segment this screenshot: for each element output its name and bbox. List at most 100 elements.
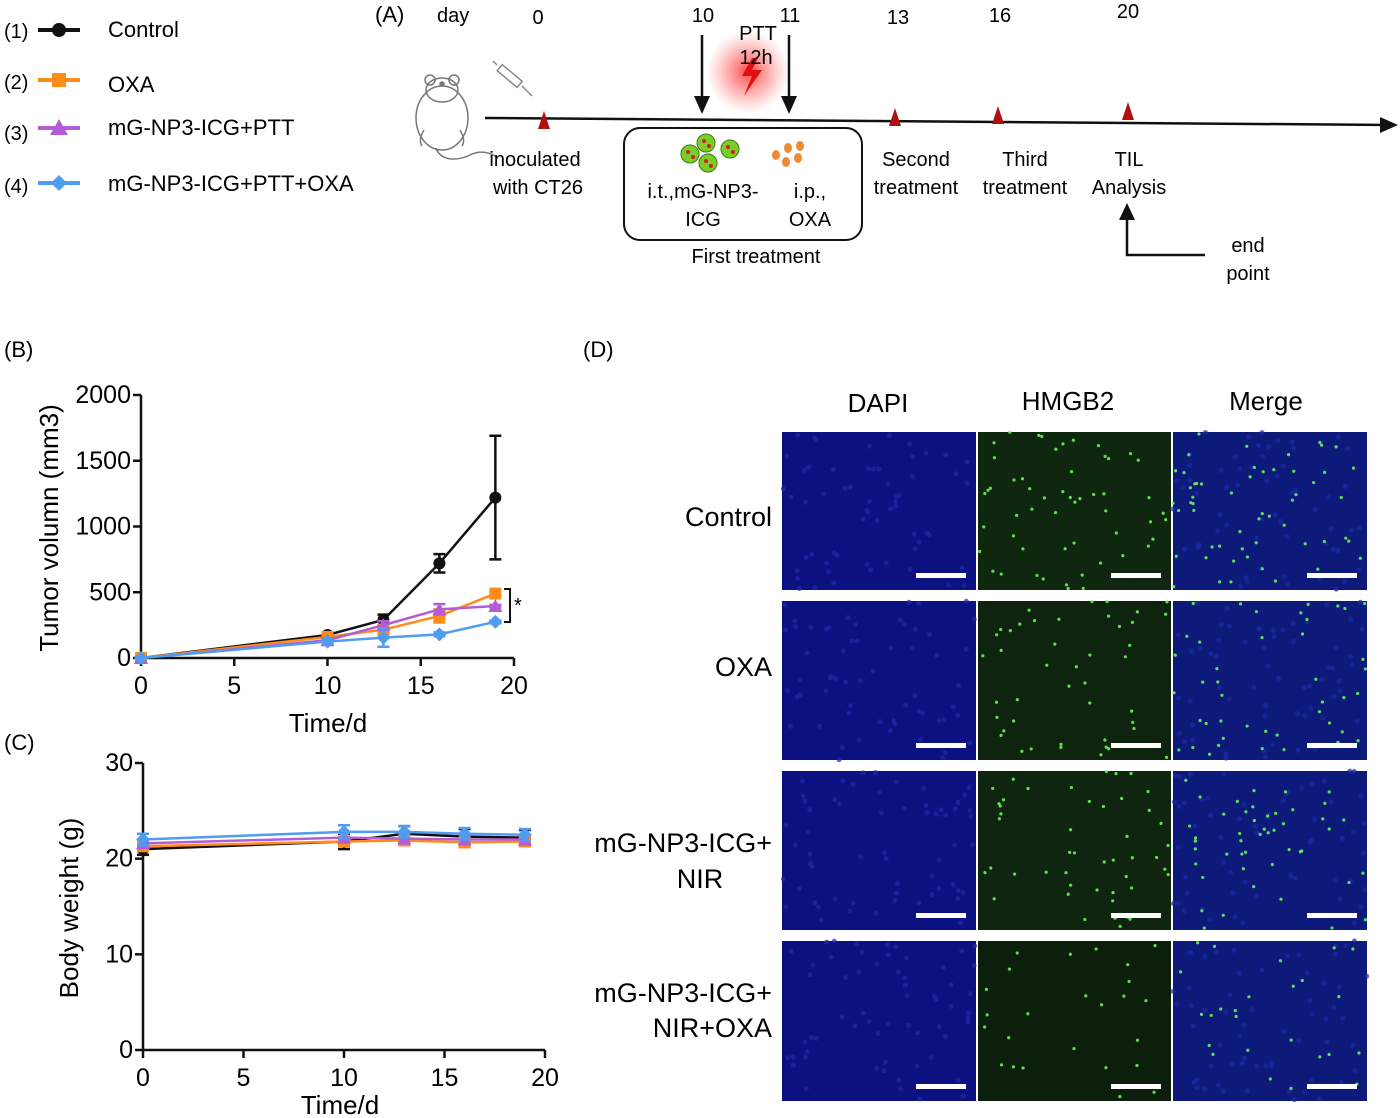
legend-num: (3) <box>4 123 28 145</box>
hmgb2-dot <box>1251 805 1255 809</box>
nucleus-dot <box>901 806 907 812</box>
hmgb2-dot <box>1337 995 1341 999</box>
x-tick-label: 0 <box>134 672 148 700</box>
hmgb2-dot <box>1015 951 1019 955</box>
nucleus-dot <box>923 803 929 809</box>
nucleus-dot <box>920 710 926 716</box>
hmgb2-dot <box>1071 438 1075 442</box>
nucleus-dot <box>843 974 849 980</box>
nucleus-dot <box>812 900 818 906</box>
nucleus-dot <box>1307 683 1313 689</box>
timeline-axis <box>484 116 1393 127</box>
nucleus-dot <box>1170 901 1176 907</box>
chart-body-weight: (C) Body weight (g) Time/d 0 10 20 30 0 5 10 15… <box>4 730 559 1118</box>
hmgb2-dot <box>1261 470 1265 474</box>
nucleus-dot <box>1213 654 1219 660</box>
nucleus-dot <box>1188 950 1194 956</box>
second-line1: Second <box>882 149 950 171</box>
nucleus-dot <box>909 454 915 460</box>
nucleus-dot <box>868 567 874 573</box>
nucleus-dot <box>780 876 786 882</box>
hmgb2-dot <box>1067 684 1071 688</box>
nucleus-dot <box>876 789 882 795</box>
nucleus-dot <box>1354 718 1360 724</box>
nucleus-dot <box>1263 1063 1269 1069</box>
hmgb2-dot <box>983 870 987 875</box>
hmgb2-dot <box>1188 486 1192 490</box>
nucleus-dot <box>1215 1082 1221 1088</box>
nucleus-dot <box>962 792 968 798</box>
nucleus-dot <box>807 972 813 978</box>
hmgb2-dot <box>1240 547 1244 551</box>
nucleus-dot <box>1316 1096 1322 1102</box>
nucleus-dot <box>933 996 939 1002</box>
legend-label: Control <box>108 17 179 42</box>
nucleus-dot <box>971 616 977 622</box>
scale-bar <box>916 913 966 918</box>
hmgb2-dot <box>1117 624 1122 629</box>
nucleus-dot <box>946 582 952 588</box>
hmgb2-dot <box>1092 492 1096 497</box>
nucleus-dot <box>805 464 811 470</box>
nucleus-dot <box>955 1077 961 1083</box>
nucleus-dot <box>1326 494 1332 500</box>
nucleus-dot <box>1259 967 1265 973</box>
nucleus-dot <box>864 507 870 513</box>
nucleus-dot <box>940 755 946 761</box>
hmgb2-dot <box>1244 810 1248 814</box>
nucleus-dot <box>1292 488 1298 494</box>
hmgb2-dot <box>1260 512 1264 516</box>
nucleus-dot <box>1299 785 1305 791</box>
nucleus-dot <box>1196 541 1202 547</box>
nucleus-dot <box>812 585 818 591</box>
second-line2: treatment <box>874 177 959 199</box>
data-point <box>432 627 447 642</box>
nucleus-dot <box>1213 949 1219 955</box>
nucleus-dot <box>803 554 809 560</box>
hmgb2-dot <box>1209 1013 1213 1018</box>
green-haze <box>978 601 1171 760</box>
nucleus-dot <box>1241 801 1247 807</box>
nucleus-dot <box>1171 799 1177 805</box>
nucleus-dot <box>826 624 832 630</box>
y-tick-label: 1500 <box>75 447 131 475</box>
hmgb2-dot <box>978 549 982 554</box>
hmgb2-dot <box>1222 812 1226 816</box>
nucleus-dot <box>940 964 946 970</box>
hmgb2-dot <box>1300 849 1304 853</box>
hmgb2-dot <box>1274 811 1278 815</box>
nucleus-dot <box>832 797 838 803</box>
nucleus-dot <box>849 638 855 644</box>
nucleus-dot <box>1191 1079 1197 1085</box>
nucleus-dot <box>836 757 842 763</box>
hmgb2-dot <box>1021 547 1025 551</box>
nucleus-dot <box>953 471 959 477</box>
hmgb2-dot <box>1300 632 1305 636</box>
third-line1: Third <box>1002 149 1048 171</box>
hmgb2-dot <box>1111 899 1115 903</box>
hmgb2-dot <box>1177 508 1181 513</box>
hmgb2-dot <box>1008 628 1012 633</box>
hmgb2-dot <box>1291 984 1295 988</box>
nucleus-dot <box>805 829 811 835</box>
hmgb2-dot <box>1161 511 1165 515</box>
nucleus-dot <box>881 1068 887 1074</box>
y-tick-label: 0 <box>119 1036 133 1064</box>
nucleus-dot <box>790 1054 796 1060</box>
tile-background <box>1173 771 1367 930</box>
nucleus-dot <box>848 703 854 709</box>
hmgb2-dot <box>1344 536 1348 540</box>
hmgb2-dot <box>1103 454 1107 458</box>
hmgb2-dot <box>1266 831 1270 835</box>
hmgb2-dot <box>1044 870 1048 874</box>
hmgb2-dot <box>1018 622 1022 626</box>
hmgb2-dot <box>1185 634 1189 638</box>
nucleus-dot <box>1180 485 1186 491</box>
hmgb2-dot <box>1260 635 1264 640</box>
hmgb2-dot <box>1012 719 1016 723</box>
nucleus-dot <box>1323 1016 1329 1022</box>
nucleus-dot <box>916 539 922 545</box>
nucleus-dot <box>885 481 891 487</box>
hmgb2-dot <box>1126 963 1130 967</box>
nucleus-dot <box>1319 676 1325 682</box>
